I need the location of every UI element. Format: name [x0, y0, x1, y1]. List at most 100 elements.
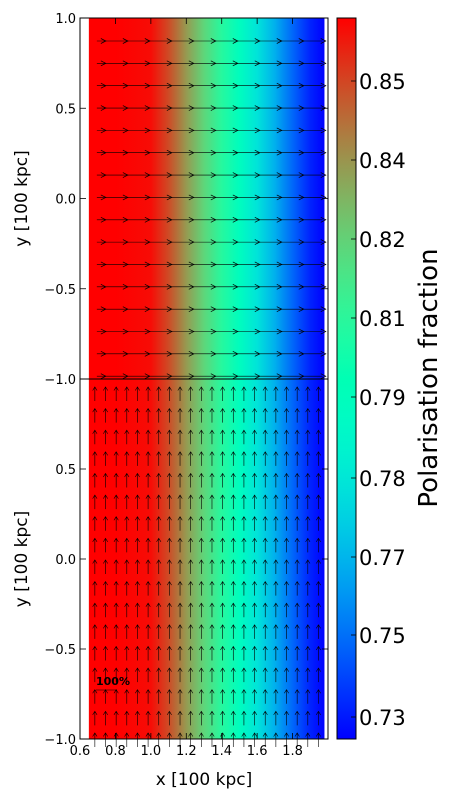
polarisation-vectors	[96, 38, 327, 380]
vector-arrow	[252, 386, 258, 401]
vector-arrow	[241, 645, 247, 661]
vector-arrow	[252, 645, 258, 661]
vector-arrow	[177, 602, 183, 618]
vector-arrow	[230, 472, 236, 488]
vector-arrow	[305, 537, 311, 553]
vector-arrow	[166, 581, 172, 596]
vector-arrow	[220, 602, 226, 618]
vector-arrow	[166, 624, 172, 639]
vector-arrow	[122, 149, 129, 156]
vector-arrow	[188, 645, 194, 661]
vector-arrow	[92, 494, 98, 510]
vector-arrow	[177, 667, 183, 683]
vector-arrow	[122, 172, 129, 178]
vector-arrow	[220, 559, 226, 574]
vector-arrow	[177, 472, 183, 488]
vector-arrow	[305, 451, 311, 466]
vector-arrow	[298, 60, 305, 67]
vector-arrow	[262, 645, 268, 661]
vector-arrow	[122, 284, 129, 290]
vector-arrow	[113, 667, 119, 683]
vector-arrow	[166, 261, 173, 268]
vector-arrow	[241, 472, 247, 488]
vector-arrow	[252, 429, 258, 445]
vector-arrow	[241, 667, 247, 683]
vector-arrow	[298, 351, 305, 357]
vector-arrow	[177, 408, 183, 423]
vector-arrow	[262, 624, 268, 639]
vector-arrow	[284, 408, 289, 423]
vector-arrow	[209, 581, 215, 596]
vector-arrow	[232, 284, 239, 290]
vector-arrow	[92, 645, 98, 661]
vector-arrow	[220, 537, 226, 553]
vector-arrow	[145, 645, 151, 661]
vector-arrow	[103, 559, 108, 574]
vector-arrow	[210, 328, 217, 335]
vector-arrow	[254, 105, 261, 111]
vector-arrow	[166, 559, 172, 574]
vector-arrow	[232, 38, 239, 44]
vector-arrow	[273, 710, 279, 726]
vector-arrow	[298, 306, 305, 312]
vector-arrow	[232, 149, 239, 156]
y-tick-label: −1.0	[44, 373, 76, 388]
vector-arrow	[241, 494, 247, 510]
vector-arrow	[220, 689, 226, 704]
vector-arrow	[156, 408, 162, 423]
vector-arrow	[209, 602, 215, 618]
vector-arrow	[166, 429, 172, 445]
vector-arrow	[92, 602, 98, 618]
vector-arrow	[103, 386, 108, 401]
vector-arrow	[145, 689, 151, 704]
vector-arrow	[209, 494, 215, 510]
vector-arrow	[92, 472, 98, 488]
vector-arrow	[294, 689, 300, 704]
vector-arrow	[254, 216, 261, 223]
vector-arrow	[320, 194, 327, 201]
vector-arrow	[103, 429, 108, 445]
vector-arrow	[177, 581, 183, 596]
vector-arrow	[220, 645, 226, 661]
vector-arrow	[144, 172, 151, 178]
vector-arrow	[294, 732, 300, 747]
vector-arrow	[113, 710, 119, 726]
vector-arrow	[166, 408, 172, 423]
vector-arrow	[156, 581, 162, 596]
vector-arrow	[113, 451, 119, 466]
vector-arrow	[273, 386, 279, 401]
vector-arrow	[122, 105, 129, 111]
vector-arrow	[188, 386, 194, 401]
vector-arrow	[156, 732, 162, 747]
vector-arrow	[320, 306, 327, 312]
vector-arrow	[144, 216, 151, 223]
vector-arrow	[209, 689, 215, 704]
vector-arrow	[298, 261, 305, 268]
vector-arrow	[273, 624, 279, 639]
vector-arrow	[284, 537, 289, 553]
vector-arrow	[188, 472, 194, 488]
x-tick-label: 0.8	[105, 744, 126, 759]
vector-arrow	[166, 306, 173, 312]
vector-arrow	[103, 710, 108, 726]
vector-arrow	[122, 373, 129, 380]
vector-arrow	[188, 667, 194, 683]
vector-arrow	[273, 645, 279, 661]
vector-arrow	[166, 373, 173, 380]
vector-arrow	[156, 472, 162, 488]
vector-arrow	[230, 451, 236, 466]
vector-arrow	[276, 127, 283, 134]
vector-arrow	[241, 710, 247, 726]
vector-arrow	[134, 537, 140, 553]
vector-arrow	[145, 516, 151, 531]
vector-arrow	[220, 429, 226, 445]
colorbar-tick-label: 0.77	[359, 546, 406, 570]
vector-arrow	[188, 602, 194, 618]
vector-arrow	[188, 429, 194, 445]
y-axis-label: y [100 kpc]	[12, 150, 32, 247]
vector-arrow	[188, 537, 194, 553]
vector-arrow	[262, 732, 268, 747]
vector-arrow	[276, 60, 283, 67]
colorbar-label: Polarisation fraction	[414, 248, 444, 507]
vector-arrow	[100, 261, 107, 268]
